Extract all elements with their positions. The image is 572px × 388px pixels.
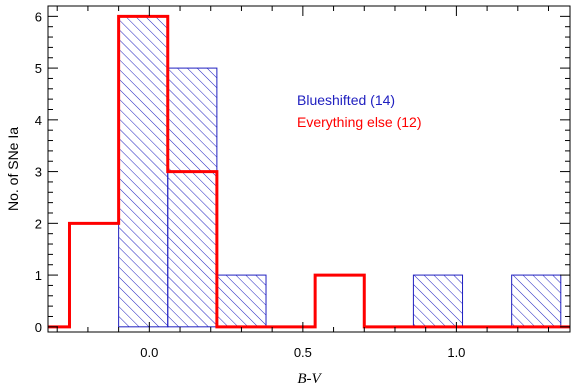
y-tick-label: 4 [35, 113, 42, 128]
blue-bar [167, 67, 218, 328]
x-tick-label: 0.5 [294, 345, 312, 360]
blueshifted-series [118, 15, 562, 328]
legend-entry-everything-else: Everything else (12) [297, 114, 422, 130]
y-tick-label: 2 [35, 216, 42, 231]
axis-tick-labels: 0.0 0.5 1.0 0 1 2 3 4 5 6 [35, 9, 466, 360]
blue-bar [412, 274, 464, 328]
y-tick-label: 5 [35, 61, 42, 76]
x-axis-title: B-V [297, 371, 322, 387]
legend-entry-blueshifted: Blueshifted (14) [297, 92, 395, 108]
y-tick-label: 1 [35, 268, 42, 283]
blue-bar [118, 15, 169, 328]
y-tick-label: 0 [35, 320, 42, 335]
y-tick-label: 3 [35, 165, 42, 180]
everything-else-step-line [48, 14, 570, 329]
y-axis-title: No. of SNe Ia [5, 127, 21, 211]
blue-bar [216, 274, 267, 328]
y-tick-label: 6 [35, 9, 42, 24]
axis-ticks [48, 6, 570, 332]
x-tick-label: 1.0 [447, 345, 465, 360]
x-tick-label: 0.0 [140, 345, 158, 360]
blue-bar [511, 274, 562, 328]
plot-frame [47, 5, 571, 333]
